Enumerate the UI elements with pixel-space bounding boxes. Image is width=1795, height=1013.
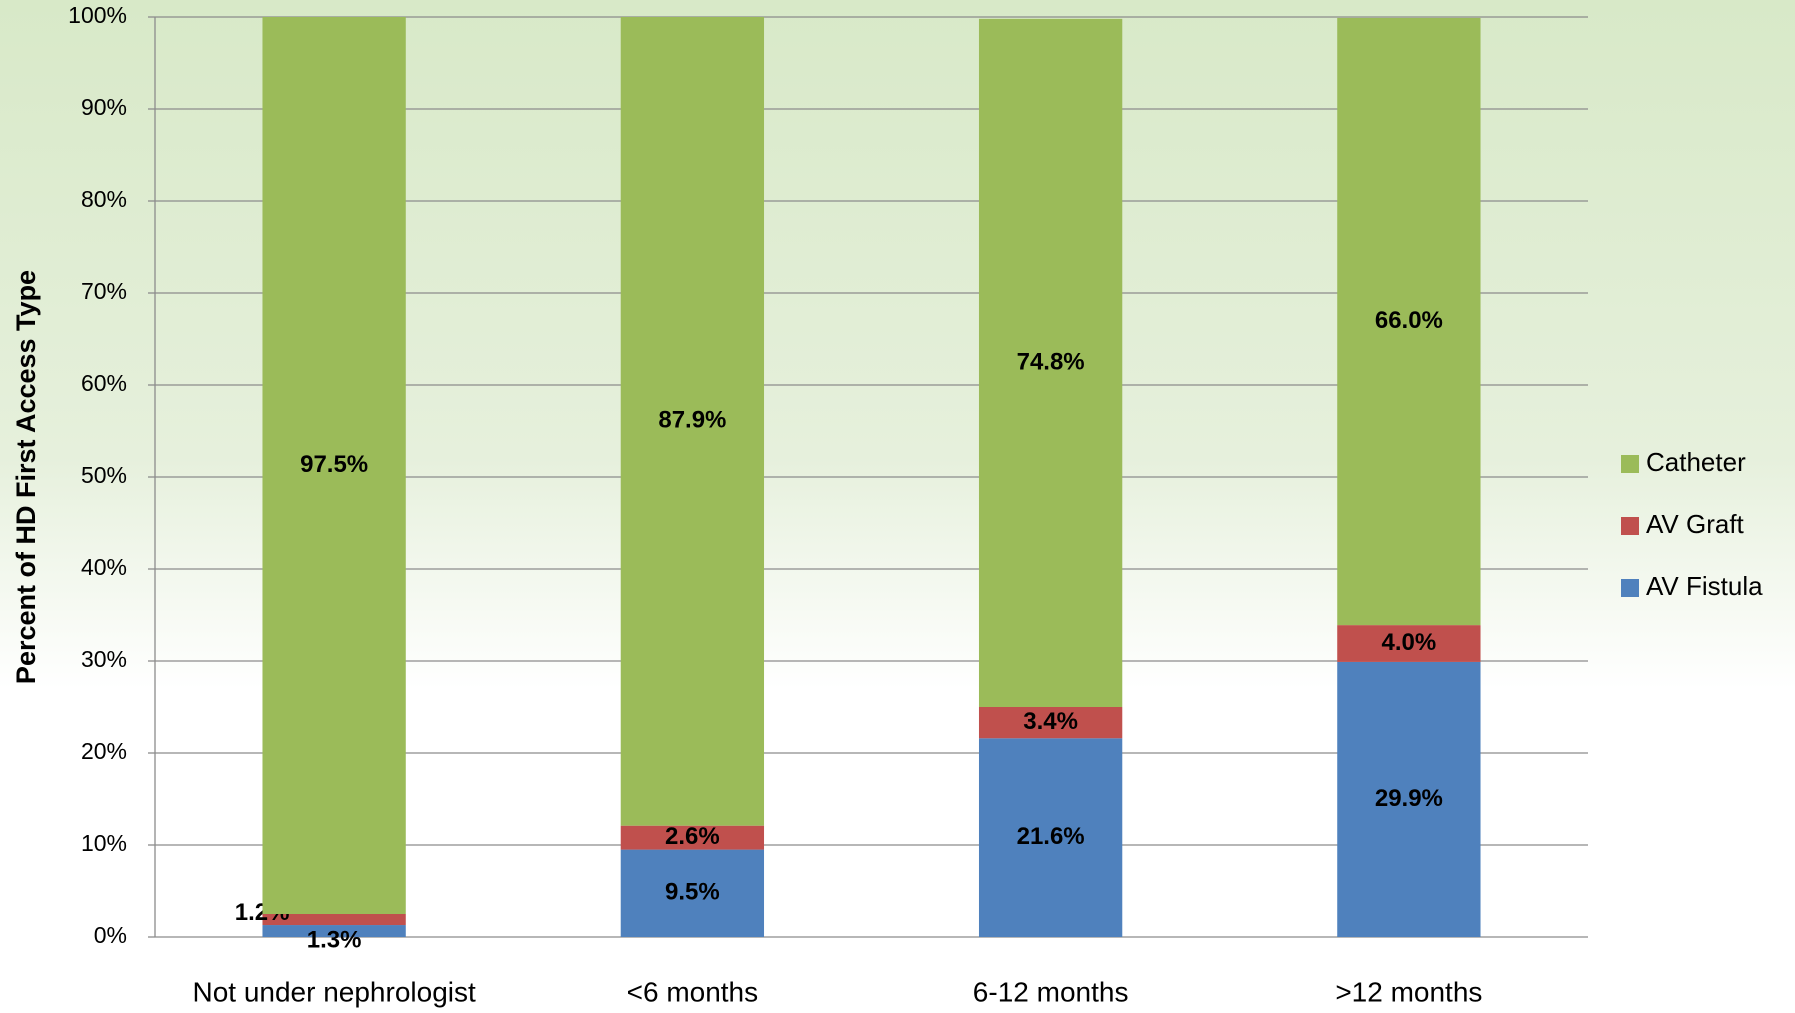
- y-tick-label: 90%: [81, 94, 127, 120]
- bar-segment: [978, 707, 1123, 739]
- legend-label: AV Fistula: [1646, 571, 1763, 601]
- y-tick-label: 70%: [81, 278, 127, 304]
- value-label: 66.0%: [1375, 307, 1443, 334]
- y-axis-label: Percent of HD First Access Type: [11, 270, 41, 684]
- y-tick-label: 30%: [81, 646, 127, 672]
- bar-segment: [262, 17, 406, 914]
- value-label: 2.6%: [665, 823, 720, 850]
- y-tick-label: 80%: [81, 186, 127, 212]
- bar-segment: [1337, 661, 1481, 937]
- y-tick-label: 20%: [81, 738, 127, 764]
- y-tick-label: 60%: [81, 370, 127, 396]
- value-label: 21.6%: [1017, 823, 1085, 850]
- bar-segment: [620, 17, 765, 826]
- value-label: 9.5%: [665, 879, 720, 906]
- bar-segment: [1337, 17, 1481, 626]
- value-label: 4.0%: [1382, 629, 1437, 656]
- bar-segment: [620, 849, 765, 937]
- value-label: 97.5%: [300, 451, 368, 478]
- y-tick-label: 100%: [68, 2, 127, 28]
- bar-segment: [620, 825, 765, 850]
- legend-swatch: [1621, 517, 1639, 535]
- x-tick-label: Not under nephrologist: [192, 976, 476, 1007]
- value-label: 3.4%: [1023, 708, 1078, 735]
- value-label: 29.9%: [1375, 785, 1443, 812]
- y-tick-label: 40%: [81, 554, 127, 580]
- x-tick-label: 6-12 months: [973, 976, 1129, 1007]
- legend-swatch: [1621, 579, 1639, 597]
- legend-label: AV Graft: [1646, 509, 1745, 539]
- y-tick-label: 50%: [81, 462, 127, 488]
- y-tick-label: 10%: [81, 830, 127, 856]
- bar-segment: [262, 925, 406, 937]
- bar-segment: [978, 18, 1123, 707]
- bar-segment: [262, 914, 406, 926]
- y-tick-label: 0%: [94, 922, 127, 948]
- bar-segment: [1337, 625, 1481, 662]
- legend-swatch: [1621, 455, 1639, 473]
- bar-segment: [978, 738, 1123, 937]
- value-label: 74.8%: [1017, 348, 1085, 375]
- x-tick-label: >12 months: [1335, 976, 1482, 1007]
- value-label: 87.9%: [658, 407, 726, 434]
- legend-label: Catheter: [1646, 447, 1746, 477]
- value-label: 1.3%: [307, 926, 362, 953]
- x-tick-label: <6 months: [627, 976, 759, 1007]
